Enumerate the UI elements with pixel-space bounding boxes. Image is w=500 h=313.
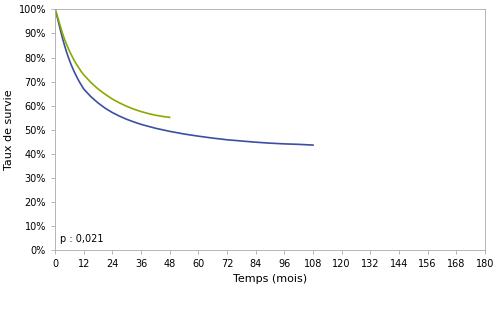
2001-2007 — [68, 64, 74, 68]
2001-2007 — [54, 16, 60, 20]
2001-2007 — [53, 11, 59, 15]
2008-2015 — [68, 54, 74, 58]
2001-2007 — [267, 141, 273, 145]
2008-2015 — [102, 92, 108, 96]
2001-2007 — [57, 26, 63, 29]
2001-2007 — [296, 142, 302, 146]
2001-2007 — [74, 74, 80, 78]
2001-2007 — [59, 35, 65, 39]
Line: 2001-2007: 2001-2007 — [55, 9, 313, 145]
2001-2007 — [78, 83, 84, 87]
2008-2015 — [57, 23, 63, 26]
X-axis label: Temps (mois): Temps (mois) — [233, 274, 307, 284]
2008-2015 — [78, 70, 84, 74]
2001-2007 — [110, 111, 116, 115]
2001-2007 — [210, 136, 216, 140]
2008-2015 — [152, 113, 158, 117]
2008-2015 — [54, 14, 60, 18]
2001-2007 — [138, 122, 144, 126]
2001-2007 — [166, 130, 172, 133]
2001-2007 — [62, 44, 68, 47]
2001-2007 — [310, 143, 316, 147]
2008-2015 — [56, 18, 62, 22]
2008-2015 — [138, 110, 144, 113]
2008-2015 — [76, 66, 82, 70]
2008-2015 — [160, 115, 166, 118]
2008-2015 — [116, 101, 122, 105]
Y-axis label: Taux de survie: Taux de survie — [4, 90, 15, 170]
2001-2007 — [80, 87, 86, 91]
2001-2007 — [224, 138, 230, 142]
2001-2007 — [76, 79, 82, 83]
2001-2007 — [282, 142, 288, 146]
2001-2007 — [88, 95, 94, 99]
2008-2015 — [74, 63, 80, 66]
2001-2007 — [238, 139, 244, 143]
2001-2007 — [152, 126, 158, 130]
2001-2007 — [64, 51, 70, 55]
2008-2015 — [95, 87, 101, 91]
2001-2007 — [196, 134, 202, 138]
2008-2015 — [59, 30, 65, 34]
Text: p : 0,021: p : 0,021 — [60, 234, 104, 244]
2008-2015 — [71, 58, 77, 62]
2008-2015 — [145, 112, 151, 115]
2001-2007 — [52, 8, 58, 11]
2008-2015 — [53, 10, 59, 14]
2008-2015 — [110, 97, 116, 101]
2008-2015 — [66, 49, 72, 53]
2001-2007 — [102, 106, 108, 110]
2008-2015 — [131, 107, 137, 111]
2008-2015 — [166, 115, 172, 119]
2008-2015 — [80, 73, 86, 77]
2008-2015 — [64, 44, 70, 47]
2008-2015 — [88, 80, 94, 84]
2001-2007 — [71, 70, 77, 74]
2001-2007 — [66, 58, 72, 62]
Line: 2008-2015: 2008-2015 — [55, 9, 170, 117]
2001-2007 — [181, 132, 187, 136]
2008-2015 — [124, 105, 130, 108]
2001-2007 — [95, 101, 101, 105]
2001-2007 — [252, 140, 258, 144]
2008-2015 — [52, 8, 58, 11]
Legend: 2001-2007, 2008-2015: 2001-2007, 2008-2015 — [170, 309, 370, 313]
2001-2007 — [56, 21, 62, 24]
2001-2007 — [124, 117, 130, 121]
2008-2015 — [62, 37, 68, 41]
2001-2007 — [116, 114, 122, 118]
2001-2007 — [131, 120, 137, 124]
